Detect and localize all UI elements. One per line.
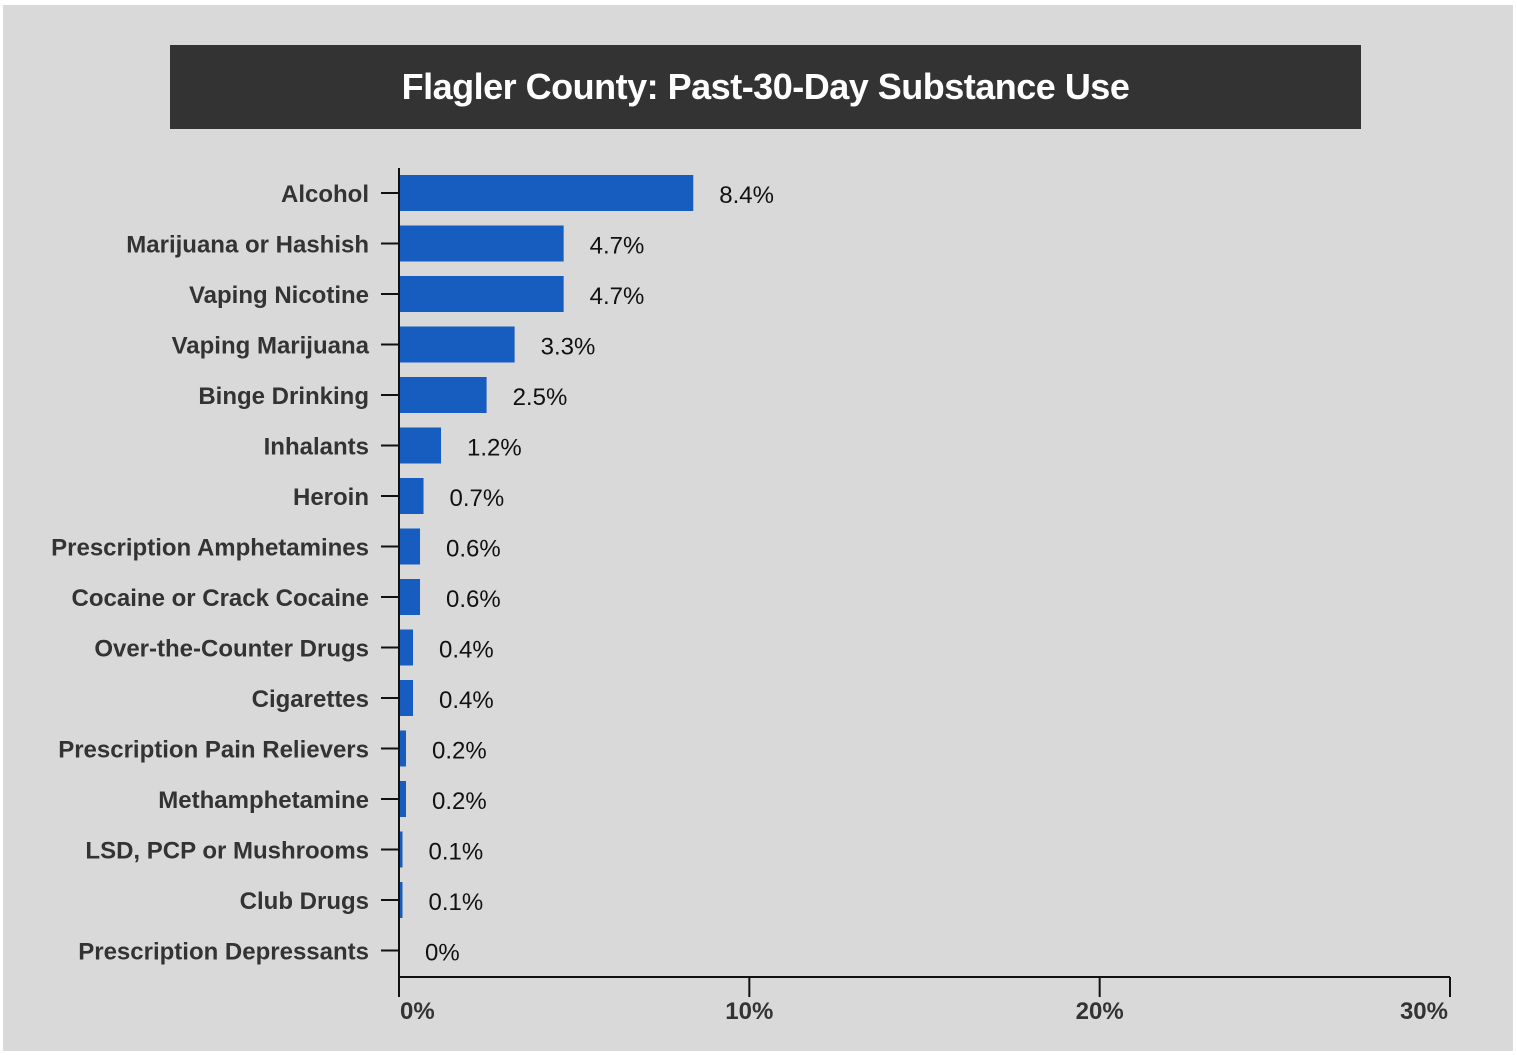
value-label: 2.5% <box>513 384 568 411</box>
axes-layer <box>381 168 1451 997</box>
value-label: 3.3% <box>541 334 596 361</box>
category-label: Prescription Amphetamines <box>51 535 369 562</box>
bar <box>399 882 403 918</box>
value-label: 0.4% <box>439 637 494 664</box>
category-label: Cigarettes <box>252 686 369 713</box>
category-label: Over-the-Counter Drugs <box>94 636 369 663</box>
bar <box>399 629 414 666</box>
category-label: Prescription Depressants <box>78 939 369 966</box>
bar <box>399 427 442 464</box>
category-label: Vaping Marijuana <box>172 333 370 360</box>
category-label: Alcohol <box>281 181 369 208</box>
value-label: 8.4% <box>719 182 774 209</box>
category-label: Prescription Pain Relievers <box>58 737 369 764</box>
value-label: 0.6% <box>446 586 501 613</box>
x-tick-label: 30% <box>1400 998 1448 1025</box>
chart-title-bar: Flagler County: Past-30-Day Substance Us… <box>170 45 1361 129</box>
bar <box>399 528 421 565</box>
labels-layer: Alcohol 8.4% Marijuana or Hashish 4.7% Vapin… <box>51 181 1448 1025</box>
category-label: Inhalants <box>264 434 369 461</box>
category-label: Methamphetamine <box>158 787 369 814</box>
x-tick-label: 20% <box>1076 998 1124 1025</box>
bars-layer <box>399 175 694 918</box>
category-label: Cocaine or Crack Cocaine <box>72 585 369 612</box>
category-label: Vaping Nicotine <box>189 282 369 309</box>
bar <box>399 730 407 767</box>
value-label: 0.6% <box>446 536 501 563</box>
category-label: Heroin <box>293 484 369 511</box>
value-label: 0.7% <box>450 485 505 512</box>
bar <box>399 276 564 312</box>
category-label: LSD, PCP or Mushrooms <box>85 838 369 865</box>
value-label: 4.7% <box>590 233 645 260</box>
x-tick-label: 0% <box>400 998 435 1025</box>
bar <box>399 781 407 817</box>
value-label: 0% <box>425 940 460 967</box>
value-label: 0.4% <box>439 687 494 714</box>
value-label: 0.2% <box>432 788 487 815</box>
bar <box>399 579 421 615</box>
bar <box>399 478 424 514</box>
bar <box>399 831 403 868</box>
bar <box>399 680 414 716</box>
value-label: 4.7% <box>590 283 645 310</box>
x-tick-label: 10% <box>725 998 773 1025</box>
category-label: Marijuana or Hashish <box>126 232 369 259</box>
value-label: 0.1% <box>429 889 484 916</box>
value-label: 1.2% <box>467 435 522 462</box>
category-label: Binge Drinking <box>198 383 369 410</box>
bar <box>399 225 564 262</box>
value-label: 0.2% <box>432 738 487 765</box>
chart-frame <box>3 5 1513 1051</box>
category-label: Club Drugs <box>240 888 369 915</box>
chart-title: Flagler County: Past-30-Day Substance Us… <box>401 66 1130 107</box>
value-label: 0.1% <box>429 839 484 866</box>
bar <box>399 175 694 211</box>
bar <box>399 326 515 363</box>
bar <box>399 377 487 413</box>
